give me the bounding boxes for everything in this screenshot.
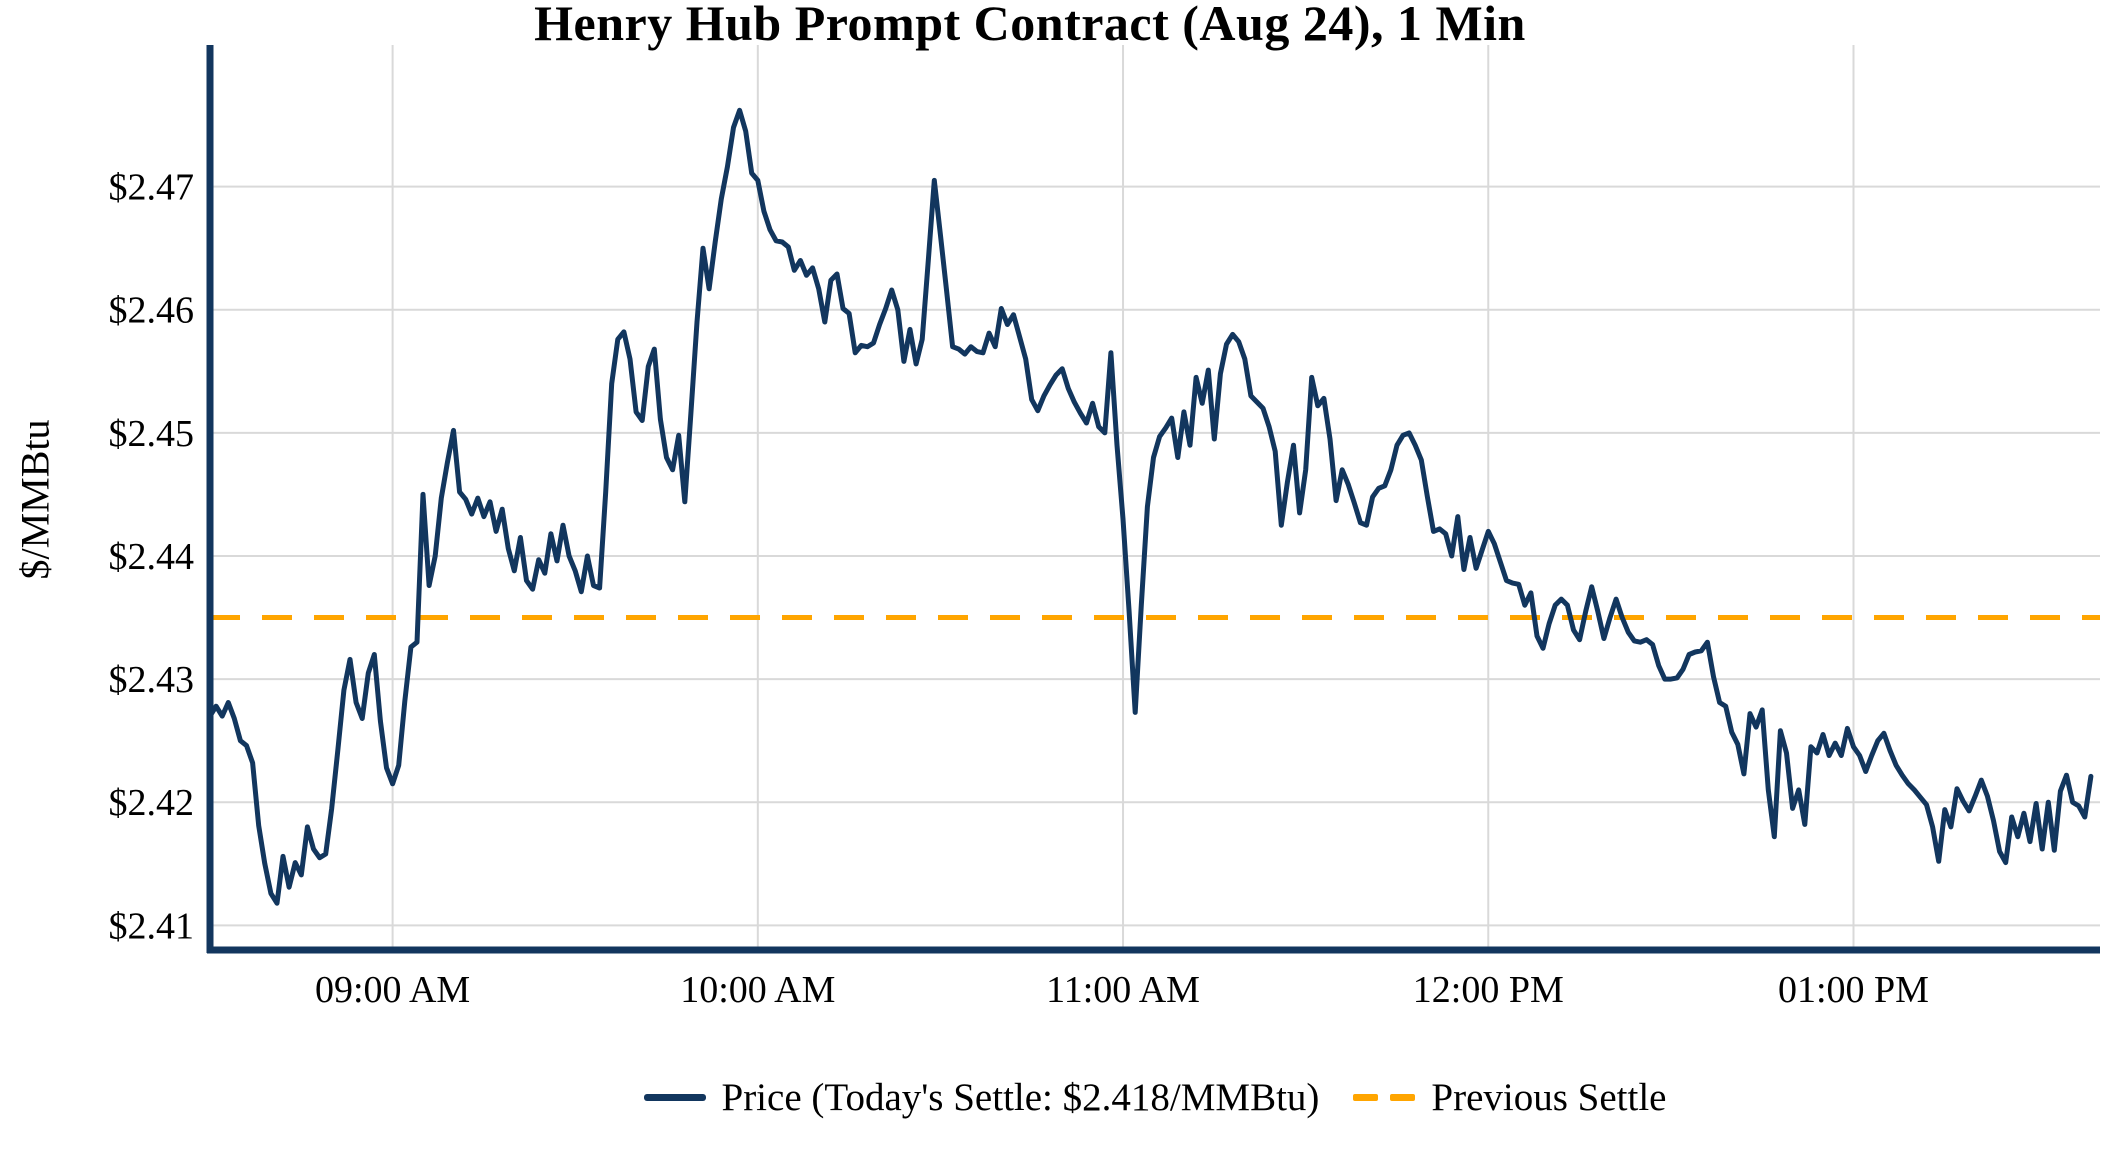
- y-tick-label: $2.44: [109, 536, 195, 578]
- x-tick-label: 12:00 PM: [1413, 969, 1564, 1011]
- chart-title: Henry Hub Prompt Contract (Aug 24), 1 Mi…: [534, 0, 1526, 51]
- x-tick-label: 11:00 AM: [1046, 969, 1200, 1011]
- previous-settle-swatch-icon: [1353, 1093, 1416, 1101]
- y-tick-label: $2.45: [109, 413, 195, 455]
- x-tick-label: 09:00 AM: [315, 969, 470, 1011]
- y-tick-label: $2.43: [109, 659, 195, 701]
- y-tick-label: $2.42: [109, 782, 195, 824]
- price-line: [207, 107, 2094, 906]
- legend-label-price: Price (Today's Settle: $2.418/MMBtu): [721, 1075, 1320, 1119]
- y-tick-label: $2.46: [109, 290, 195, 332]
- price-line-swatch-icon: [643, 1093, 706, 1101]
- y-tick-label: $2.41: [109, 905, 195, 947]
- y-tick-label: $2.47: [109, 167, 195, 209]
- x-tick-label: 10:00 AM: [680, 969, 835, 1011]
- x-tick-label: 01:00 PM: [1778, 969, 1929, 1011]
- legend: Price (Today's Settle: $2.418/MMBtu) Pre…: [210, 1072, 2100, 1122]
- legend-label-previous-settle: Previous Settle: [1431, 1075, 1667, 1119]
